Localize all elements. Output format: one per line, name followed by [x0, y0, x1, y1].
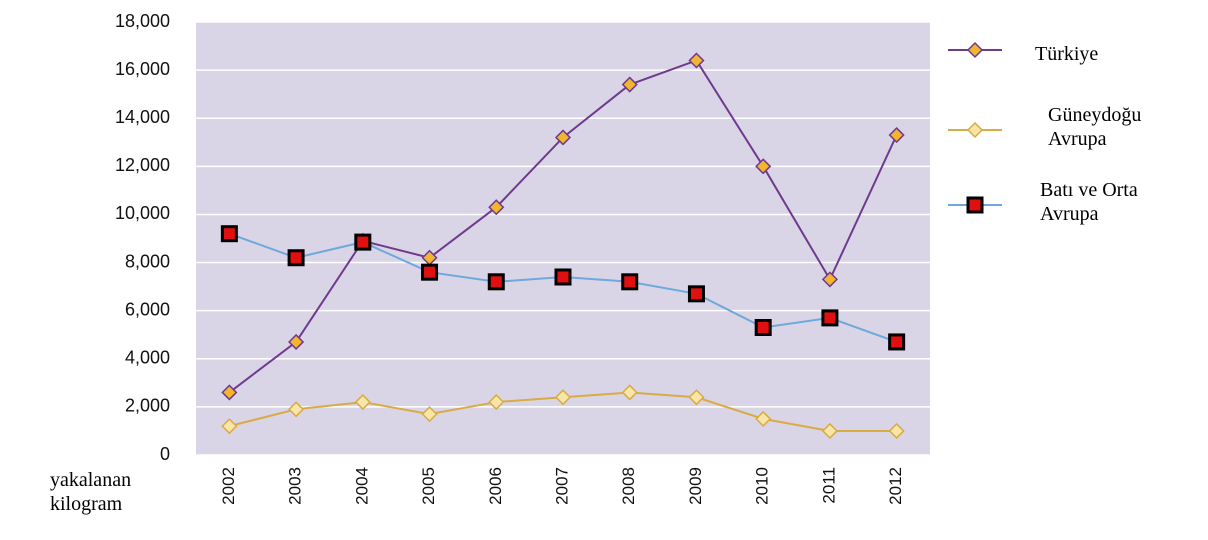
point [288, 333, 305, 350]
point [688, 52, 705, 69]
x-tick-label: 2012 [886, 467, 905, 505]
point [221, 418, 238, 435]
y-tick-label: 4,000 [125, 348, 170, 368]
y-tick-label: 10,000 [115, 203, 170, 223]
point [488, 394, 505, 411]
y-axis-label: yakalanan kilogram [50, 469, 132, 515]
point [288, 401, 305, 418]
legend-marker [966, 196, 984, 214]
point [354, 394, 371, 411]
point [554, 129, 572, 146]
point [821, 271, 838, 288]
y-tick-label: 12,000 [115, 155, 170, 175]
x-tick-label: 2011 [819, 467, 838, 504]
x-tick-label: 2007 [552, 467, 571, 505]
x-tick-label: 2002 [219, 467, 238, 505]
x-tick-label: 2004 [352, 467, 371, 505]
legend-marker [966, 41, 984, 59]
point [621, 76, 638, 93]
x-tick-label: 2005 [419, 467, 438, 505]
legend-label: Batı ve Orta Avrupa [1040, 179, 1138, 225]
legend-marker [966, 121, 984, 139]
y-tick-label: 16,000 [115, 59, 170, 79]
point [554, 389, 572, 406]
point [687, 285, 705, 303]
point [554, 268, 572, 286]
point [488, 199, 505, 216]
point [888, 127, 905, 144]
point [755, 410, 772, 427]
point [888, 422, 905, 440]
point [754, 319, 772, 337]
plot-area [196, 22, 930, 455]
y-tick-label: 8,000 [125, 251, 170, 271]
point [755, 158, 772, 175]
legend-label: Türkiye [1035, 43, 1099, 65]
y-tick-label: 18,000 [115, 11, 170, 31]
point [487, 273, 505, 291]
point [421, 263, 439, 281]
point [688, 389, 705, 406]
y-tick-label: 6,000 [125, 299, 170, 319]
point [421, 406, 438, 423]
y-tick-label: 14,000 [115, 107, 170, 127]
y-tick-label: 0 [160, 444, 170, 464]
x-tick-label: 2008 [619, 467, 638, 505]
point [621, 273, 639, 291]
point [821, 309, 839, 327]
y-tick-label: 2,000 [125, 396, 170, 416]
point [354, 233, 372, 251]
point [621, 384, 638, 401]
point [821, 422, 838, 440]
x-tick-label: 2009 [686, 467, 705, 505]
x-tick-label: 2006 [486, 467, 505, 505]
x-tick-label: 2010 [753, 467, 772, 505]
point [221, 384, 238, 401]
point [220, 225, 238, 243]
x-tick-label: 2003 [286, 467, 305, 505]
point [287, 249, 305, 267]
legend-label: Güneydoğu Avrupa [1048, 104, 1142, 150]
point [888, 333, 906, 351]
